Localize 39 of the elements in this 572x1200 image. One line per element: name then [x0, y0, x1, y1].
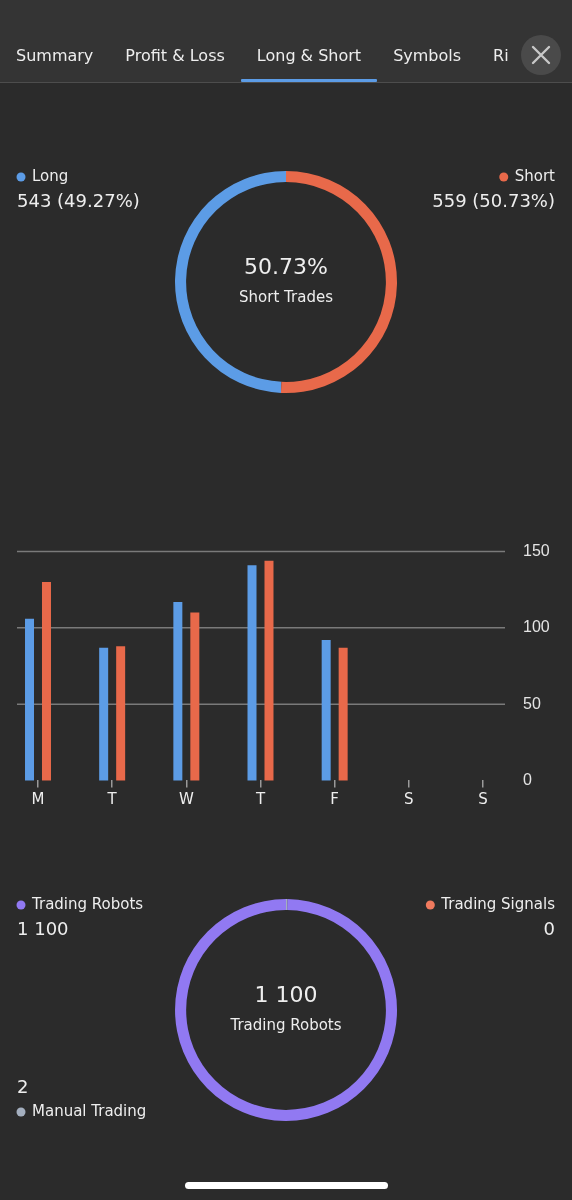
- legend-label: Trading Robots: [31, 894, 144, 913]
- bar: [25, 618, 35, 781]
- text: 1 100: [254, 981, 318, 1007]
- data-label: 2: [17, 1075, 29, 1097]
- text: Ri: [493, 46, 509, 65]
- text: Summary: [16, 46, 94, 65]
- bar: [99, 647, 109, 781]
- x-tick-label: S: [404, 790, 414, 809]
- legend-label: Short: [514, 166, 556, 185]
- bar: [173, 601, 183, 781]
- bar: [338, 647, 348, 781]
- data-label: 559 (50.73%): [432, 189, 555, 211]
- bar: [116, 646, 126, 781]
- legend-label: Manual Trading: [32, 1101, 147, 1120]
- y-tick-label: 50: [523, 694, 541, 712]
- y-tick-label: 0: [523, 770, 532, 788]
- x-tick-label: W: [178, 790, 194, 809]
- data-label: 1 100: [17, 917, 69, 939]
- text: 50.73%: [244, 253, 328, 279]
- x-tick-label: M: [31, 790, 45, 809]
- text: Symbols: [393, 46, 462, 65]
- y-tick-label: 100: [523, 618, 550, 636]
- bar: [264, 560, 274, 781]
- text: Long & Short: [256, 46, 362, 65]
- legend-label: Long: [32, 166, 69, 185]
- text: Trading Robots: [229, 1015, 342, 1034]
- x-tick-label: T: [106, 790, 118, 809]
- bar: [247, 565, 257, 781]
- bar: [321, 640, 331, 781]
- bar: [41, 582, 51, 781]
- text: Short Trades: [239, 287, 334, 306]
- data-label: 543 (49.27%): [17, 189, 140, 211]
- x-tick-label: T: [254, 790, 266, 809]
- y-tick-label: 150: [523, 542, 550, 560]
- x-tick-label: F: [330, 790, 339, 809]
- text: Profit & Loss: [125, 46, 225, 65]
- x-tick-label: S: [478, 790, 488, 809]
- bar: [190, 612, 200, 781]
- legend-label: Trading Signals: [440, 894, 556, 913]
